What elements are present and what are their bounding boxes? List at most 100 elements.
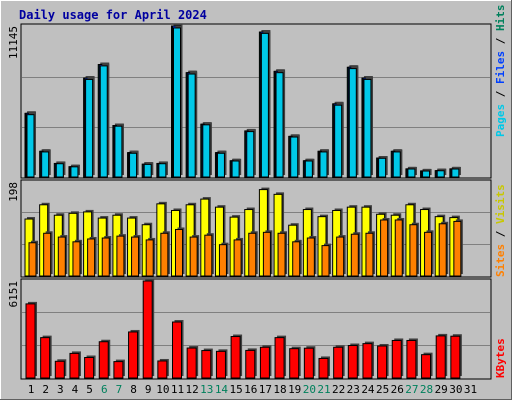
bar-sites-day-27 xyxy=(409,224,418,277)
bar-pages-day-2 xyxy=(41,151,50,178)
ymax-label-visits: 198 xyxy=(7,182,20,202)
x-axis-day-labels: 1 2 3 4 5 6 7 8 9 10 11 12 13 14 15 16 17 18 19 20 21 22 23 24 2… xyxy=(28,383,477,396)
bar-kbytes-day-24 xyxy=(362,343,373,379)
bar-pages-day-27 xyxy=(407,168,416,178)
bar-pages-day-11 xyxy=(173,27,181,178)
bar-sites-day-4 xyxy=(72,241,81,277)
bar-pages-day-5 xyxy=(85,78,94,178)
bar-pages-day-19 xyxy=(290,136,299,178)
bar-sites-day-19 xyxy=(292,241,301,277)
bar-pages-day-26 xyxy=(392,151,401,178)
bar-pages-day-14 xyxy=(216,152,225,178)
bar-pages-day-9 xyxy=(143,163,152,178)
bar-sites-day-5 xyxy=(87,238,96,277)
bar-kbytes-day-5 xyxy=(84,356,95,379)
bar-pages-day-18 xyxy=(275,72,284,178)
bar-sites-day-22 xyxy=(336,236,345,277)
bar-sites-day-1 xyxy=(28,242,37,277)
bar-kbytes-day-13 xyxy=(201,350,212,379)
bar-pages-day-28 xyxy=(422,170,431,178)
bar-sites-day-29 xyxy=(438,223,447,277)
bar-sites-day-15 xyxy=(233,239,242,277)
bar-sites-day-16 xyxy=(248,232,257,277)
bar-pages-day-7 xyxy=(114,125,123,178)
day-label-27: 27 xyxy=(405,383,418,396)
panel-kbytes xyxy=(20,278,492,380)
bar-kbytes-day-27 xyxy=(406,339,417,379)
bar-sites-day-21 xyxy=(321,245,330,277)
day-label-19: 19 xyxy=(288,383,301,396)
bar-kbytes-day-22 xyxy=(333,346,344,379)
day-label-6: 6 xyxy=(101,383,108,396)
day-label-8: 8 xyxy=(130,383,137,396)
bar-kbytes-day-17 xyxy=(259,346,270,379)
bar-pages-day-13 xyxy=(202,124,211,178)
bar-sites-day-6 xyxy=(101,237,110,277)
day-label-1: 1 xyxy=(28,383,35,396)
bar-kbytes-day-10 xyxy=(157,360,168,379)
day-label-10: 10 xyxy=(156,383,169,396)
bar-pages-day-3 xyxy=(55,163,64,178)
bar-kbytes-day-23 xyxy=(347,345,358,379)
day-label-4: 4 xyxy=(72,383,79,396)
bar-sites-day-7 xyxy=(116,235,125,277)
day-label-24: 24 xyxy=(361,383,375,396)
bar-kbytes-day-14 xyxy=(215,350,226,379)
day-label-2: 2 xyxy=(42,383,49,396)
legend-segment: / xyxy=(494,84,507,104)
bar-kbytes-day-28 xyxy=(421,354,432,379)
legend-segment: / xyxy=(494,224,507,244)
legend-sites-visits: Sites / Visits xyxy=(494,184,507,277)
bar-kbytes-day-2 xyxy=(40,337,51,379)
bar-pages-day-25 xyxy=(378,157,387,178)
bar-kbytes-day-9 xyxy=(142,280,153,379)
bar-sites-day-24 xyxy=(365,232,374,277)
bar-sites-day-17 xyxy=(262,231,271,277)
bar-kbytes-day-12 xyxy=(186,347,197,379)
day-label-17: 17 xyxy=(259,383,272,396)
day-label-22: 22 xyxy=(332,383,345,396)
ymax-label-kbytes: 6151 xyxy=(7,281,20,308)
bar-sites-day-18 xyxy=(277,232,286,277)
bar-kbytes-day-25 xyxy=(377,345,388,379)
legend-segment: Pages xyxy=(494,104,507,137)
chart-title: Daily usage for April 2024 xyxy=(19,8,207,22)
bar-pages-day-15 xyxy=(231,160,240,178)
bar-pages-day-16 xyxy=(246,131,255,178)
bar-sites-day-30 xyxy=(453,220,462,277)
bar-pages-day-4 xyxy=(70,166,79,178)
day-label-18: 18 xyxy=(273,383,286,396)
ymax-label-hits: 11145 xyxy=(7,26,20,59)
legend-segment: Files xyxy=(494,51,507,84)
day-label-11: 11 xyxy=(171,383,184,396)
legend-pages-files-hits: Pages / Files / Hits xyxy=(494,5,507,138)
legend-segment: Visits xyxy=(494,184,507,224)
day-label-16: 16 xyxy=(244,383,257,396)
bar-pages-day-12 xyxy=(187,73,196,178)
legend-segment: Hits xyxy=(494,5,507,32)
bar-pages-day-21 xyxy=(319,151,328,178)
legend-segment: / xyxy=(494,31,507,51)
bar-pages-day-20 xyxy=(304,160,313,178)
bar-kbytes-day-4 xyxy=(69,352,80,379)
bar-pages-day-23 xyxy=(348,68,357,178)
bar-sites-day-20 xyxy=(306,237,315,277)
bar-sites-day-3 xyxy=(57,236,66,277)
bar-pages-day-30 xyxy=(451,168,460,178)
bar-sites-day-8 xyxy=(131,236,140,277)
bar-kbytes-day-6 xyxy=(98,341,109,379)
day-label-31: 31 xyxy=(464,383,477,396)
bar-kbytes-day-26 xyxy=(391,339,402,379)
bar-sites-day-13 xyxy=(204,234,213,277)
legend-segment: Sites xyxy=(494,244,507,277)
panel-hits-files-pages xyxy=(20,23,492,179)
bar-sites-day-25 xyxy=(380,219,389,277)
bar-pages-day-17 xyxy=(260,32,269,178)
bar-kbytes-day-29 xyxy=(435,335,446,379)
bar-sites-day-26 xyxy=(394,219,403,277)
day-label-20: 20 xyxy=(303,383,316,396)
day-label-12: 12 xyxy=(186,383,199,396)
bar-pages-day-8 xyxy=(129,152,138,178)
day-label-26: 26 xyxy=(391,383,404,396)
bar-kbytes-day-30 xyxy=(450,335,461,379)
